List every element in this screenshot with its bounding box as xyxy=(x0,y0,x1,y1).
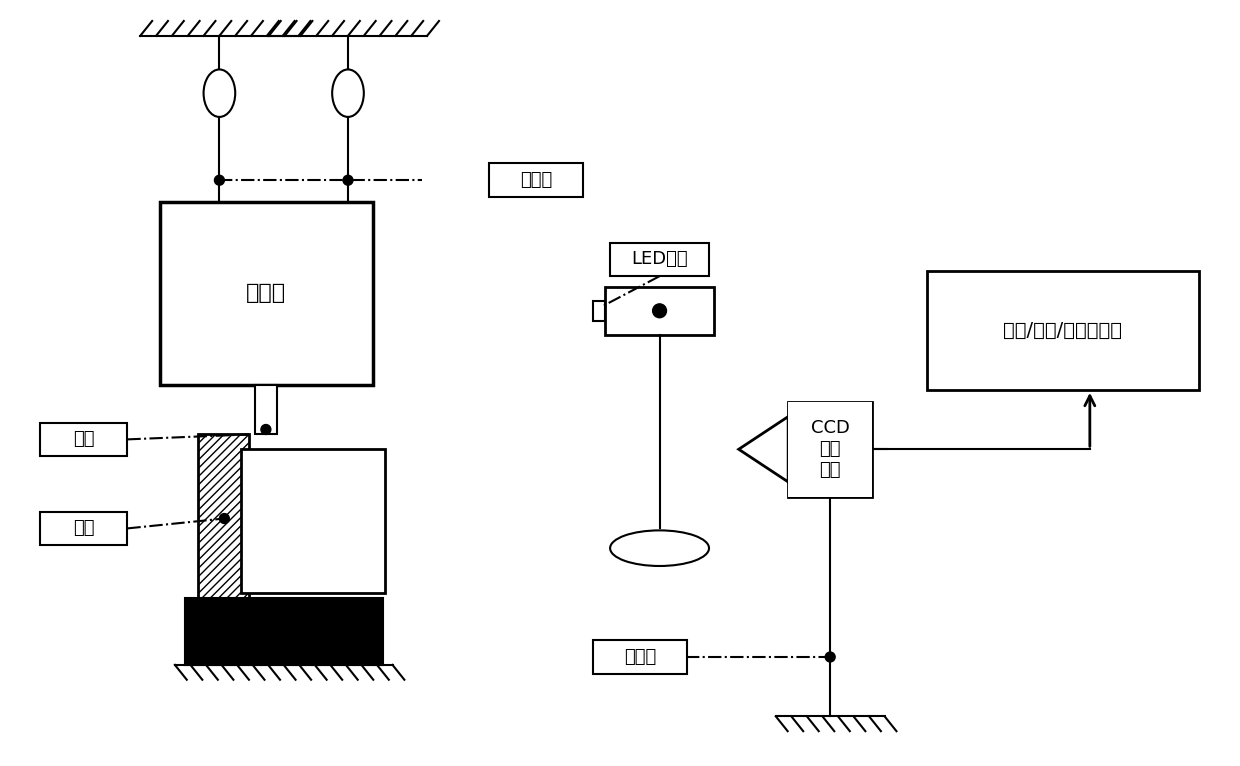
Bar xyxy=(185,597,383,665)
Bar xyxy=(605,287,714,335)
Ellipse shape xyxy=(610,530,709,566)
Circle shape xyxy=(215,175,224,185)
Bar xyxy=(789,402,872,496)
Bar xyxy=(41,512,128,545)
Ellipse shape xyxy=(203,70,236,117)
Bar xyxy=(610,243,709,277)
Bar xyxy=(593,640,687,674)
Bar xyxy=(197,434,249,597)
Text: 夹具: 夹具 xyxy=(73,519,94,538)
Text: CCD
工业
相机: CCD 工业 相机 xyxy=(811,420,849,479)
Text: 三脚架: 三脚架 xyxy=(624,648,656,666)
Bar xyxy=(255,385,277,434)
Bar xyxy=(489,163,583,197)
Circle shape xyxy=(826,652,835,662)
Text: LED光源: LED光源 xyxy=(631,250,688,268)
Bar xyxy=(160,202,373,385)
Bar xyxy=(41,423,128,457)
Circle shape xyxy=(343,175,353,185)
Text: 弹性绳: 弹性绳 xyxy=(520,172,552,189)
Bar xyxy=(241,450,384,593)
Circle shape xyxy=(652,304,666,318)
Circle shape xyxy=(260,424,270,434)
Polygon shape xyxy=(739,417,789,482)
Text: 激振器: 激振器 xyxy=(247,283,286,303)
Ellipse shape xyxy=(332,70,363,117)
Bar xyxy=(593,301,605,321)
Bar xyxy=(789,402,872,496)
Text: 圆筒: 圆筒 xyxy=(73,430,94,448)
Circle shape xyxy=(219,513,229,523)
Text: 分析/控制/显示计算机: 分析/控制/显示计算机 xyxy=(1003,321,1122,340)
Bar xyxy=(926,271,1199,390)
